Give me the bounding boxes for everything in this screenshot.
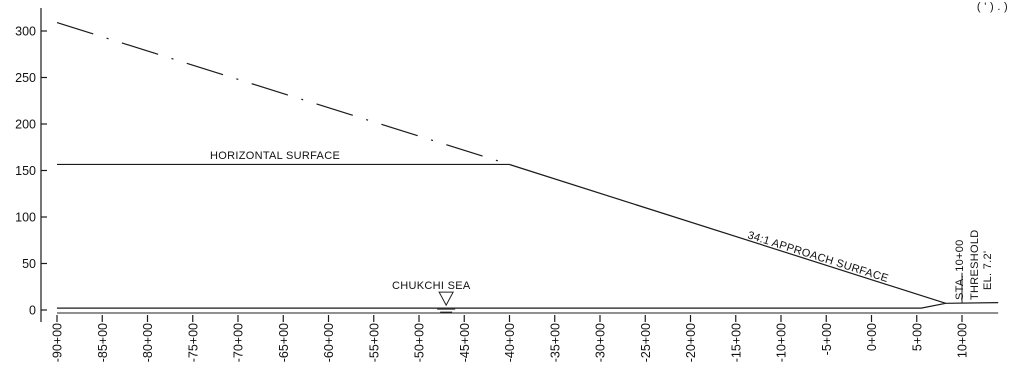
x-tick-label: -15+00 [729,323,743,362]
approach-surface-extension-dashed [56,22,510,166]
y-tick-label: 50 [22,257,36,271]
x-tick-label: -45+00 [458,323,472,362]
surfaces [56,22,999,314]
approach-surface-label: 34:1 APPROACH SURFACE [746,229,890,285]
x-tick-label: -90+00 [51,323,65,362]
x-tick-label: -80+00 [141,323,155,362]
x-tick-label: -30+00 [594,323,608,362]
x-tick-label: -65+00 [277,323,291,362]
water-surface-triangle-icon [438,291,454,307]
x-tick-label: -50+00 [413,323,427,362]
axes: 0 50 100 150 200 250 300 -90+00 -85+00 -80+00 -75… [15,8,970,362]
x-tick-label: -20+00 [684,323,698,362]
station-label: STA. 10+00 [954,239,966,300]
x-tick-label: -70+00 [232,323,246,362]
x-tick-label: -55+00 [367,323,381,362]
y-tick-label: 150 [15,164,36,178]
x-axis-ticks: -90+00 -85+00 -80+00 -75+00 -70+00 -65+00 -60+… [51,315,970,362]
y-tick-label: 100 [15,211,36,225]
corner-fragment-text: ( ' ) . ) [977,1,1008,13]
y-tick-label: 200 [15,118,36,132]
x-tick-label: 5+00 [910,323,924,351]
x-tick-label: 10+00 [956,323,970,358]
horizontal-surface-label: HORIZONTAL SURFACE [210,150,340,162]
y-tick-label: 250 [15,71,36,85]
x-tick-label: -40+00 [503,323,517,362]
x-tick-label: 0+00 [865,323,879,351]
x-tick-label: -60+00 [322,323,336,362]
approach-surface-line [509,163,946,304]
chukchi-sea-label: CHUKCHI SEA [392,280,471,292]
y-axis-ticks: 0 50 100 150 200 250 300 [15,25,47,318]
x-tick-label: -5+00 [820,323,834,355]
ground-profile-line [57,302,999,309]
threshold-label: THRESHOLD [969,229,981,300]
threshold-elevation-label: EL. 7.2' [982,251,994,290]
y-tick-label: 0 [29,304,36,318]
x-tick-label: -75+00 [186,323,200,362]
x-tick-label: -10+00 [775,323,789,362]
annotations: HORIZONTAL SURFACE 34:1 APPROACH SURFACE… [210,1,1008,300]
x-tick-label: -85+00 [96,323,110,362]
x-tick-label: -35+00 [548,323,562,362]
y-tick-label: 300 [15,25,36,39]
x-tick-label: -25+00 [639,323,653,362]
